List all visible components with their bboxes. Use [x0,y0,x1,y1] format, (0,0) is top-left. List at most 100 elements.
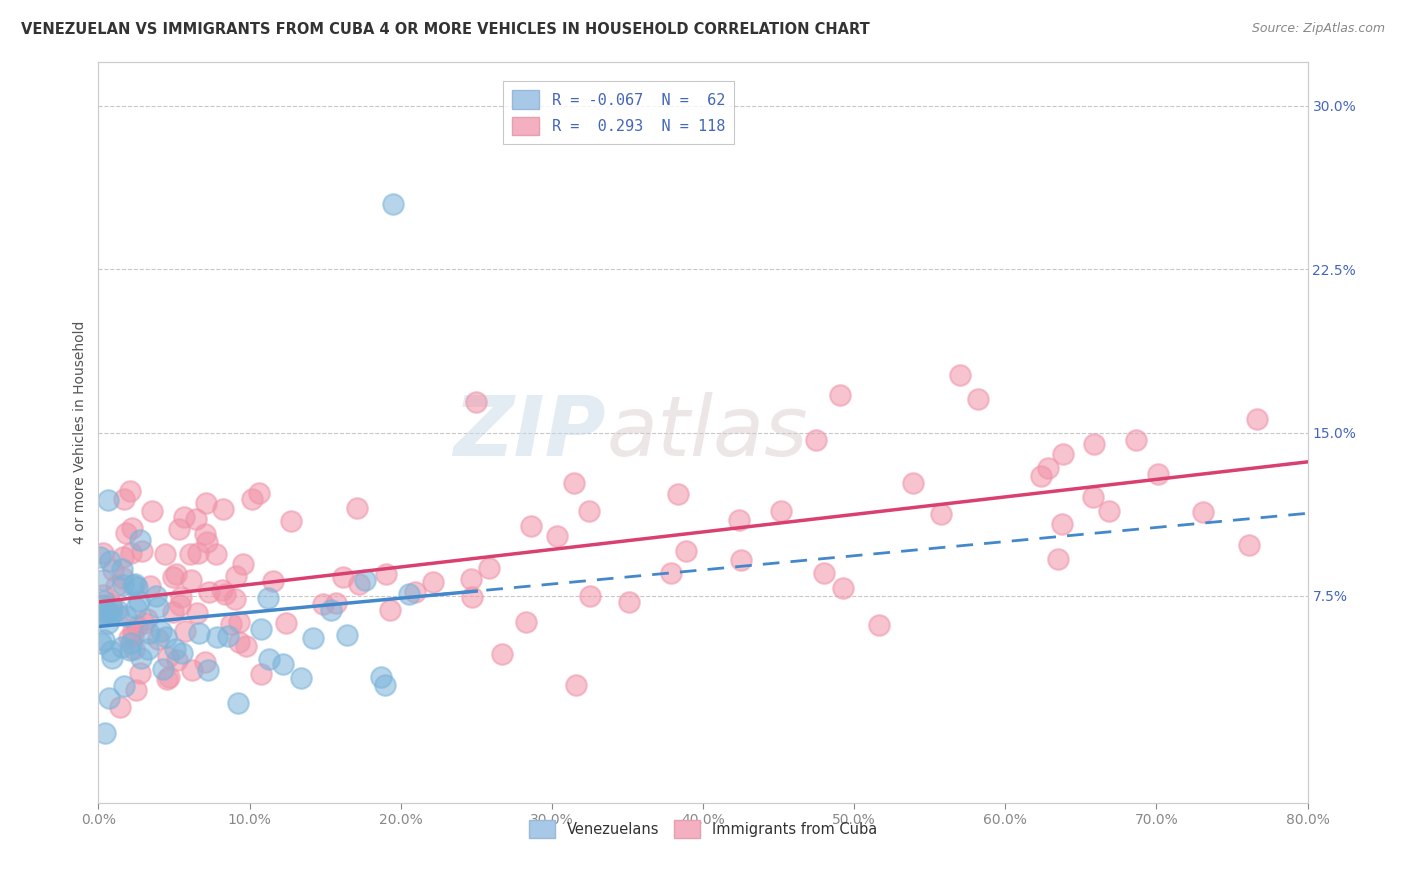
Point [1050,516,1073,531]
Point [194,496,217,510]
Point [868,618,890,632]
Point [152,662,174,676]
Point [565,678,588,692]
Point [1246,412,1268,426]
Point [169,599,191,613]
Point [188,626,211,640]
Point [240,491,263,506]
Point [274,615,297,630]
Point [90,636,112,650]
Point [197,663,219,677]
Point [163,642,186,657]
Point [105,603,128,617]
Point [198,584,221,599]
Point [173,624,195,638]
Point [280,514,302,528]
Point [382,197,405,211]
Point [131,543,153,558]
Point [122,629,145,643]
Point [195,534,218,549]
Text: ZIP: ZIP [454,392,606,473]
Point [422,575,444,590]
Point [125,619,148,633]
Point [115,609,138,624]
Point [136,612,159,626]
Point [187,546,209,560]
Point [91,573,114,587]
Point [111,578,134,592]
Point [770,503,793,517]
Point [145,589,167,603]
Point [214,587,236,601]
Point [170,647,193,661]
Point [97,690,120,705]
Point [194,655,217,669]
Point [167,522,190,536]
Point [262,574,284,589]
Point [110,640,132,654]
Point [1047,552,1070,566]
Point [370,670,392,684]
Point [100,607,122,621]
Point [666,487,689,501]
Point [122,578,145,592]
Point [228,635,250,649]
Point [967,392,990,407]
Point [97,615,120,630]
Text: VENEZUELAN VS IMMIGRANTS FROM CUBA 4 OR MORE VEHICLES IN HOUSEHOLD CORRELATION C: VENEZUELAN VS IMMIGRANTS FROM CUBA 4 OR … [21,22,870,37]
Point [125,683,148,698]
Point [122,624,145,639]
Point [461,590,484,604]
Point [228,615,250,629]
Point [146,599,169,614]
Point [375,566,398,581]
Point [831,581,853,595]
Point [146,632,169,647]
Point [186,606,208,620]
Point [398,587,420,601]
Point [374,678,396,692]
Point [478,561,501,575]
Point [1038,461,1060,475]
Point [515,615,537,629]
Point [728,513,751,527]
Point [112,549,135,564]
Point [111,562,134,576]
Point [138,579,160,593]
Point [180,574,202,588]
Point [378,603,401,617]
Point [156,673,179,687]
Point [1083,437,1105,451]
Point [404,584,426,599]
Point [194,526,217,541]
Point [125,600,148,615]
Point [1029,469,1052,483]
Point [136,642,159,657]
Point [96,607,118,622]
Point [120,545,142,559]
Point [325,596,347,610]
Point [173,509,195,524]
Point [1052,447,1074,461]
Point [114,525,136,540]
Point [211,583,233,598]
Point [166,653,188,667]
Point [107,607,129,622]
Point [159,670,181,684]
Point [118,484,141,499]
Point [181,663,204,677]
Point [93,607,115,621]
Point [129,533,152,547]
Point [1098,504,1121,518]
Point [138,626,160,640]
Point [153,547,176,561]
Point [332,570,354,584]
Legend: Venezuelans, Immigrants from Cuba: Venezuelans, Immigrants from Cuba [523,814,883,844]
Point [249,622,271,636]
Point [1081,490,1104,504]
Point [675,544,697,558]
Point [562,475,585,490]
Point [129,666,152,681]
Point [129,651,152,665]
Point [1147,467,1170,482]
